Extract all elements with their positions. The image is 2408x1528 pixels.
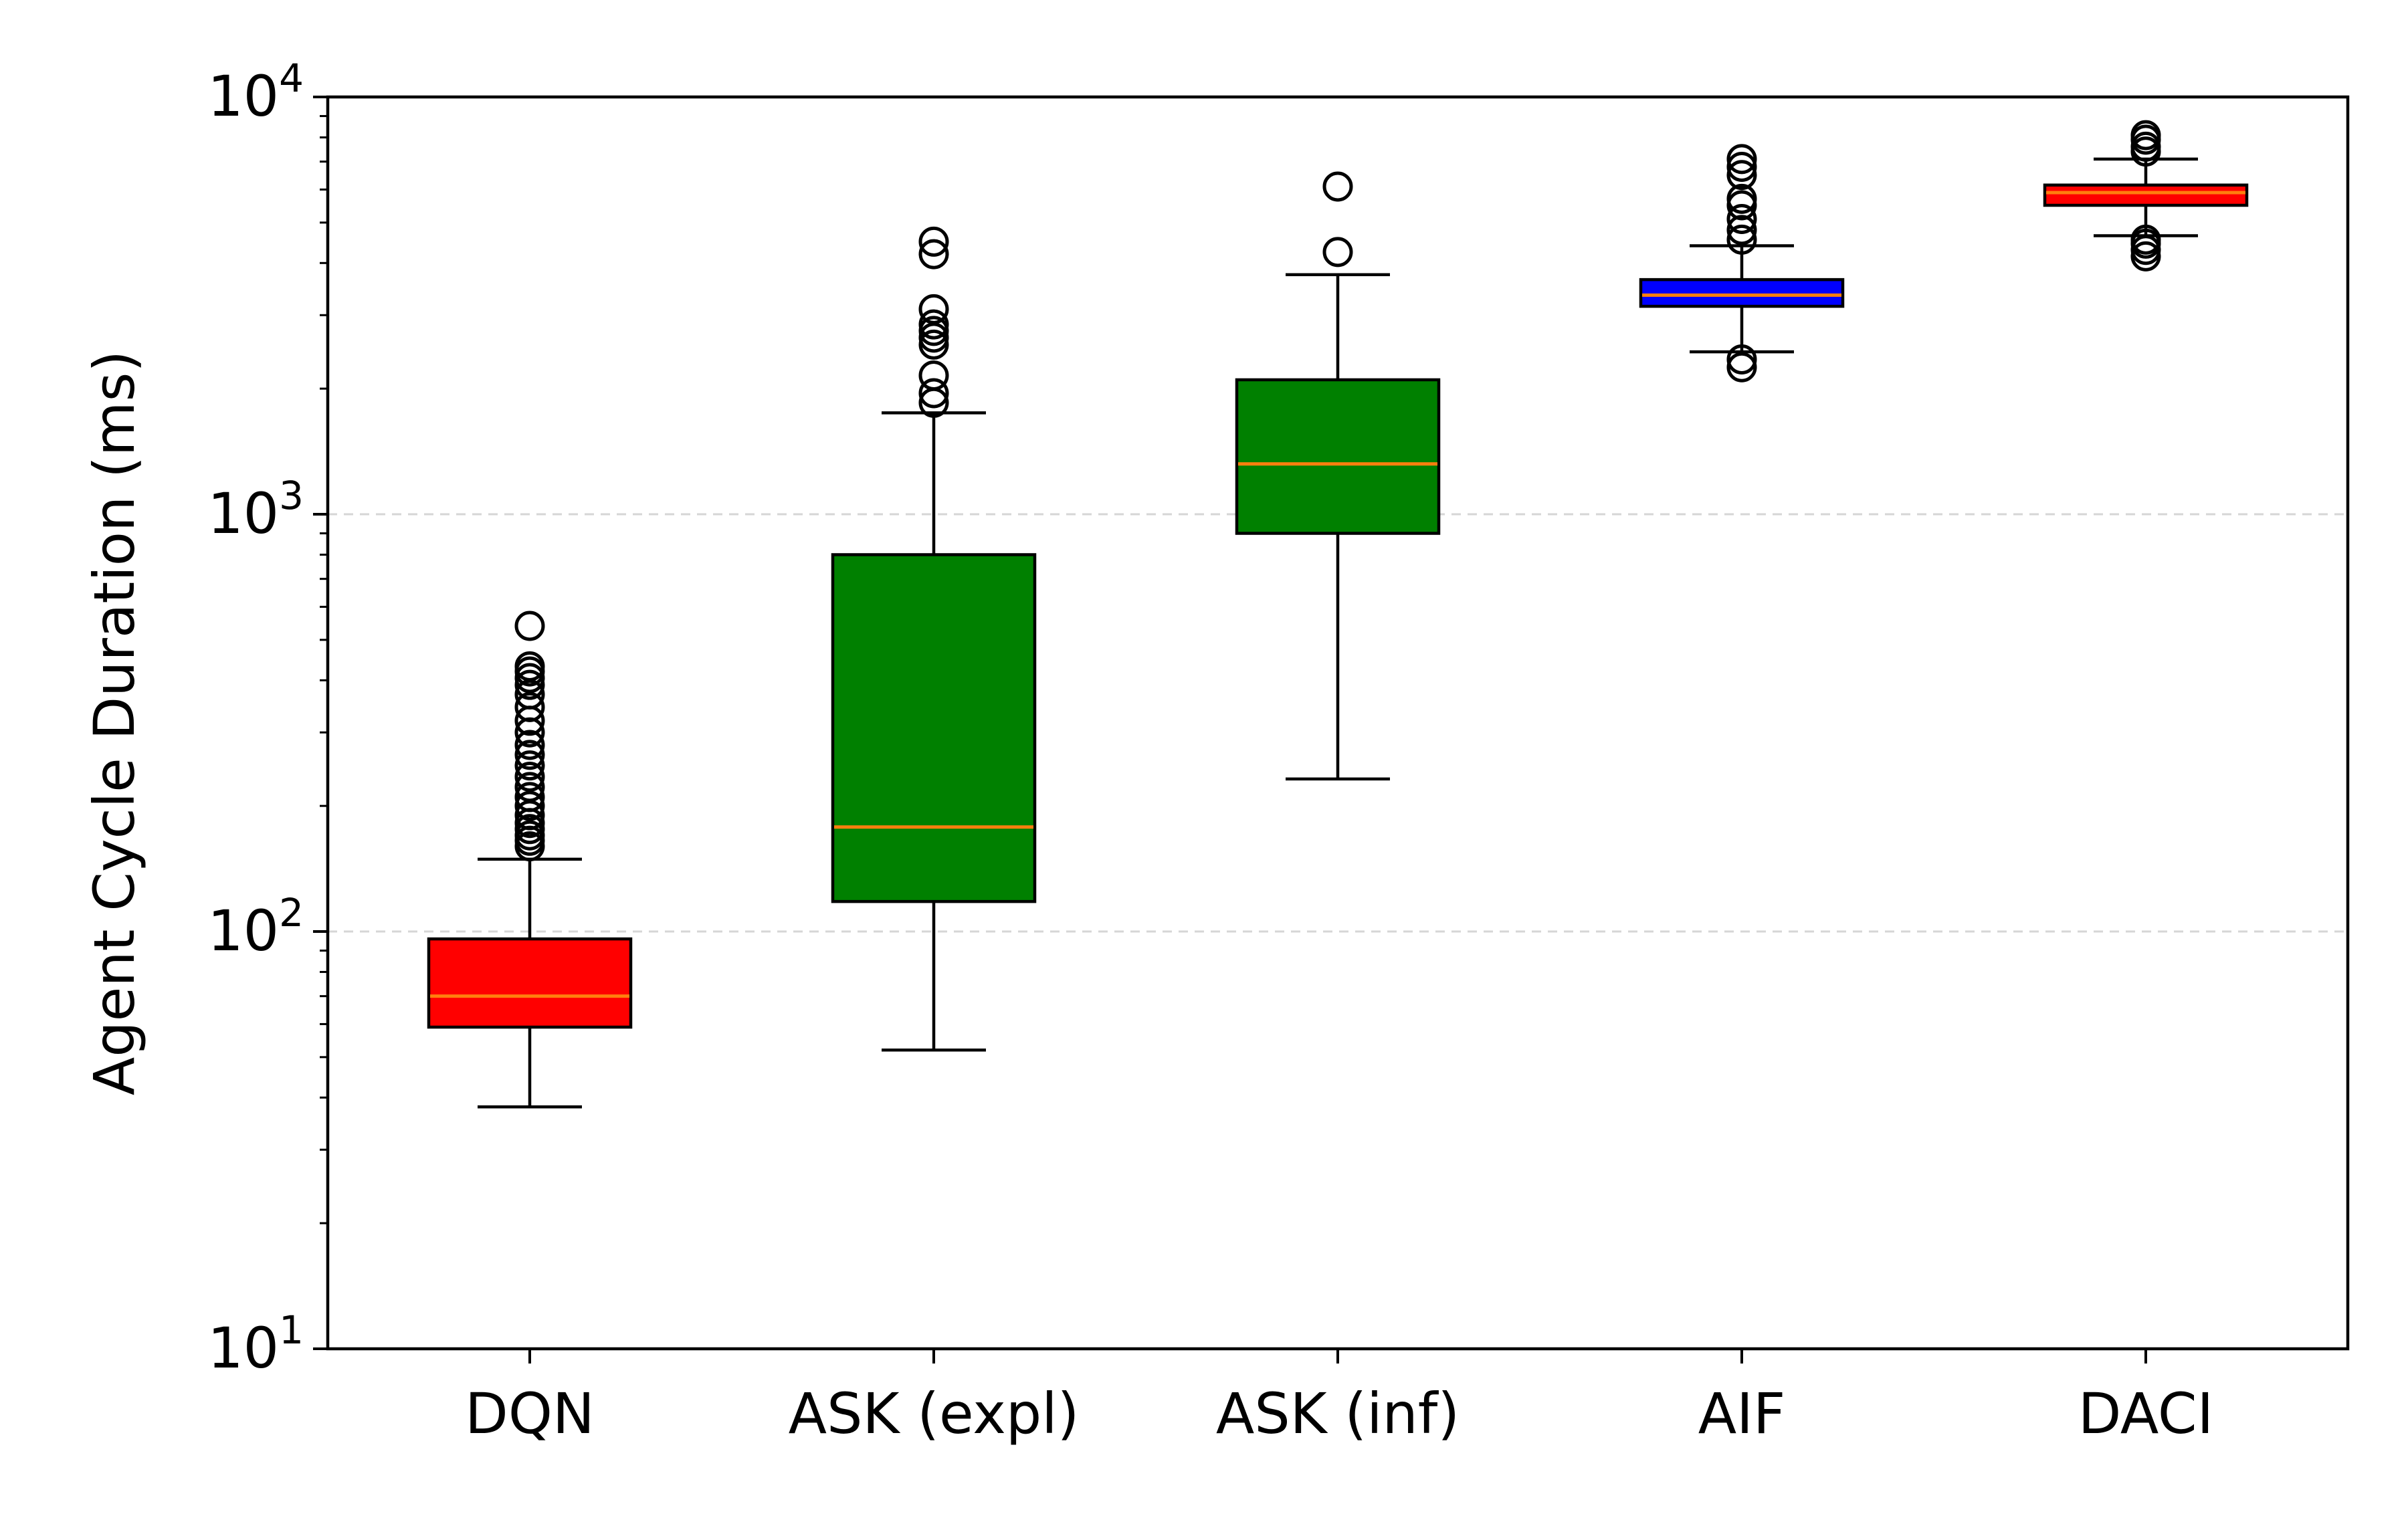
outlier-point [1726,160,1757,191]
outlier-point [918,378,949,409]
outlier-point [514,730,545,760]
outlier-point [514,691,545,722]
outlier-point [514,740,545,770]
iqr-box [427,937,633,1029]
outlier-point [918,360,949,391]
x-tick-label-ask-expl: ASK (expl) [789,1381,1080,1446]
outlier-point [2130,131,2161,162]
outlier-point [1726,215,1757,245]
outlier-point [1726,352,1757,383]
outlier-point [1726,344,1757,374]
x-tick-label-daci: DACI [2078,1381,2214,1446]
outlier-point [514,761,545,792]
x-axis: DQN ASK (expl) ASK (inf) AIF DACI [465,1349,2213,1446]
outlier-point [2130,120,2161,150]
outlier-point [918,309,949,340]
x-tick-label-aif: AIF [1698,1381,1786,1446]
outlier-point [918,226,949,257]
y-tick-label: 103 [207,473,304,546]
outlier-point [514,750,545,781]
box-group-ask-inf [1235,171,1441,781]
outlier-point [514,611,545,641]
box-group-ask-expl [831,226,1037,1052]
outlier-point [918,294,949,324]
plot-area [427,120,2249,1109]
outlier-point [1322,237,1353,267]
outlier-point [514,782,545,812]
outlier-point [918,239,949,269]
outlier-point [514,772,545,802]
outlier-point [1726,183,1757,214]
y-tick-label: 101 [207,1307,304,1381]
outlier-point [1726,144,1757,175]
y-axis-label: Agent Cycle Duration (ms) [82,350,147,1095]
box-group-dqn [427,611,633,1109]
outlier-point [2130,224,2161,255]
iqr-box [831,553,1037,903]
outlier-point [514,790,545,821]
outlier-point [1726,203,1757,234]
outlier-point [1726,224,1757,255]
iqr-box [1235,378,1441,535]
outlier-point [918,329,949,360]
y-tick-label: 104 [207,56,304,129]
box-group-aif [1639,144,1845,383]
box-group-daci [2043,120,2249,271]
outlier-point [514,651,545,681]
y-axis: 101 102 103 104 [207,56,328,1381]
y-tick-label: 102 [207,890,304,964]
iqr-box [1639,278,1845,308]
x-tick-label-dqn: DQN [465,1381,595,1446]
outlier-point [1322,171,1353,202]
x-tick-label-ask-inf: ASK (inf) [1216,1381,1460,1446]
outlier-point [1726,152,1757,183]
iqr-box [2043,183,2249,207]
